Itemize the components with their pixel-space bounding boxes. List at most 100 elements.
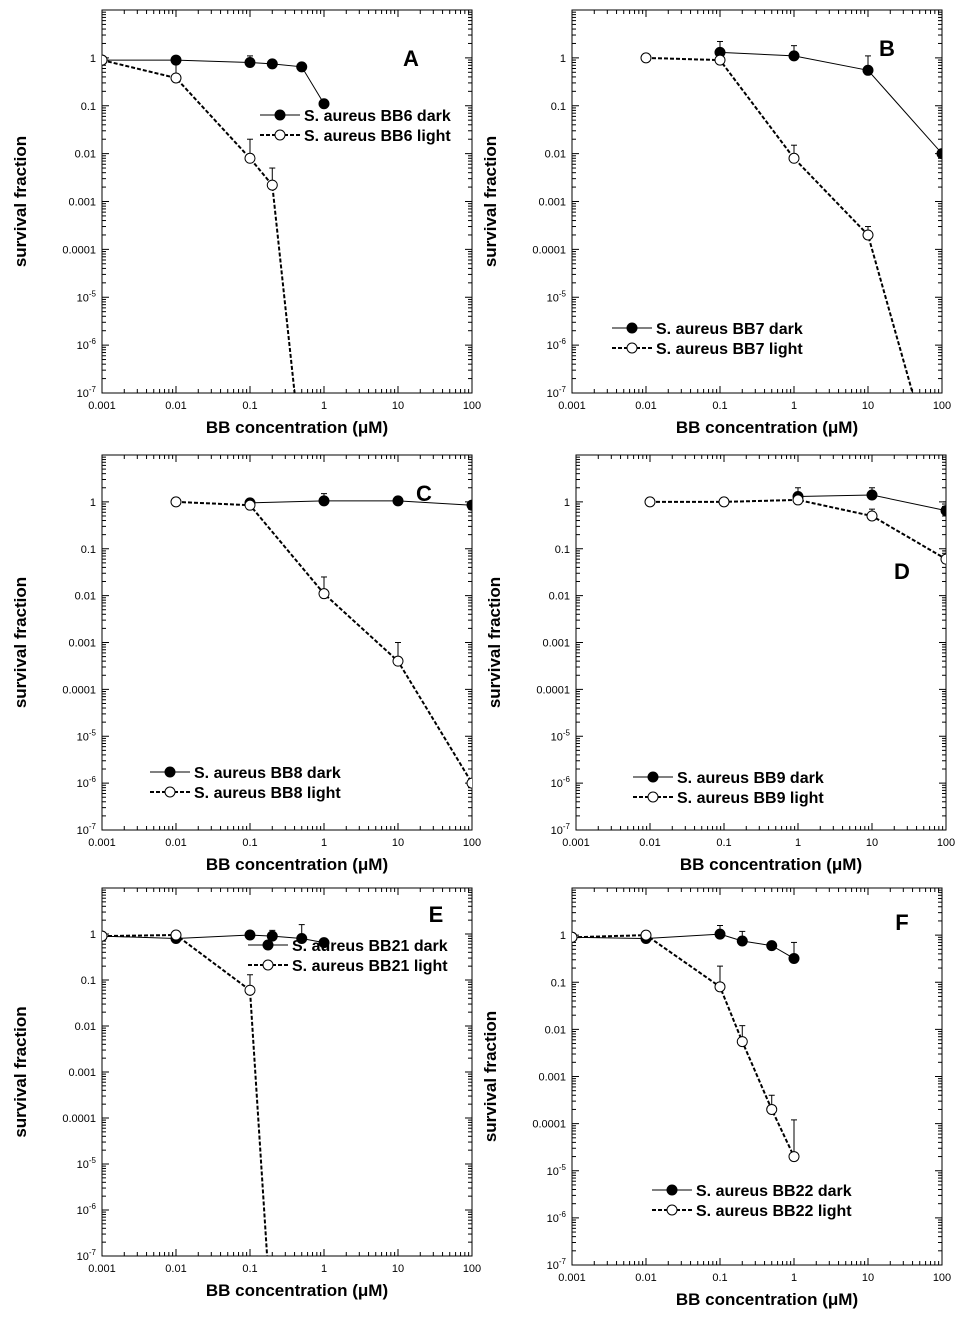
- data-point-dark: [244, 57, 256, 69]
- legend-label: S. aureus BB7 dark: [656, 321, 803, 338]
- chart-panel-d: 0.001 0.01 0.1 1 10 100 1 0.1 0.01 0.001 0.0001 10-…: [485, 454, 955, 874]
- legend-marker: [262, 959, 274, 971]
- y-tick-label: 10-5: [551, 728, 571, 743]
- data-point-light: [572, 931, 578, 943]
- data-area: [572, 925, 800, 1163]
- x-tick-label: 1: [321, 1263, 327, 1275]
- x-tick-label: 10: [866, 837, 878, 849]
- x-tick-label: 0.1: [242, 400, 257, 412]
- x-tick-label: 0.1: [712, 400, 727, 412]
- data-point-light: [244, 152, 256, 164]
- data-point-light: [866, 510, 878, 522]
- y-axis-title: survival fraction: [481, 136, 500, 267]
- x-tick-label: 100: [463, 1263, 481, 1275]
- series-line-light: [645, 56, 914, 393]
- x-tick-label: 100: [463, 837, 481, 849]
- y-tick-label: 1: [90, 929, 96, 941]
- y-tick-label: 10-7: [77, 385, 97, 400]
- y-tick-label: 0.01: [545, 149, 566, 161]
- panel-label: E: [429, 902, 444, 927]
- data-point-dark: [466, 499, 472, 511]
- panel-label: D: [894, 559, 910, 584]
- y-tick-label: 0.001: [538, 197, 566, 209]
- data-point-dark: [788, 952, 800, 964]
- data-point-dark: [266, 58, 278, 70]
- y-axis-title: survival fraction: [485, 577, 504, 708]
- data-point-light: [940, 553, 946, 565]
- series-line-light: [102, 933, 269, 1256]
- data-point-light: [170, 929, 182, 941]
- legend-marker: [262, 939, 274, 951]
- y-tick-label: 0.1: [555, 544, 570, 556]
- x-tick-label: 10: [392, 837, 404, 849]
- x-tick-label: 0.01: [165, 837, 186, 849]
- data-point-light: [170, 72, 182, 84]
- x-tick-label: 0.001: [88, 400, 116, 412]
- y-tick-label: 0.1: [81, 544, 96, 556]
- y-tick-label: 0.0001: [62, 1113, 96, 1125]
- y-tick-label: 10-6: [547, 337, 567, 352]
- y-axis-title: survival fraction: [11, 577, 30, 708]
- data-point-light: [244, 499, 256, 511]
- y-tick-label: 0.1: [81, 101, 96, 113]
- data-point-light: [792, 494, 804, 506]
- series-line-light: [102, 59, 296, 393]
- x-tick-label: 0.001: [88, 1263, 116, 1275]
- data-point-light: [718, 496, 730, 508]
- y-tick-label: 1: [560, 930, 566, 942]
- y-tick-label: 10-5: [547, 289, 567, 304]
- chart-panel-f: 0.001 0.01 0.1 1 10 100 1 0.1 0.01 0.001 0.0001 10-…: [481, 887, 951, 1309]
- legend-label: S. aureus BB8 light: [194, 785, 341, 802]
- legend-marker: [666, 1184, 678, 1196]
- y-tick-label: 10-5: [77, 289, 97, 304]
- legend-label: S. aureus BB9 dark: [677, 770, 824, 787]
- y-axis-title: survival fraction: [481, 1011, 500, 1142]
- x-tick-label: 0.01: [635, 1272, 656, 1284]
- y-tick-label: 0.01: [75, 1021, 96, 1033]
- legend-marker: [164, 786, 176, 798]
- series-line-dark: [572, 933, 795, 959]
- y-tick-label: 0.001: [68, 197, 96, 209]
- data-point-light: [788, 1151, 800, 1163]
- series-line-light: [650, 498, 946, 560]
- chart-panel-b: 0.001 0.01 0.1 1 10 100 1 0.1 0.01 0.001 0.0001 10-…: [481, 9, 951, 437]
- x-tick-label: 0.01: [635, 400, 656, 412]
- data-point-dark: [766, 940, 778, 952]
- y-tick-label: 0.001: [68, 638, 96, 650]
- data-area: [640, 40, 942, 393]
- data-point-light: [766, 1103, 778, 1115]
- x-tick-label: 0.1: [242, 1263, 257, 1275]
- y-axis-title: survival fraction: [11, 136, 30, 267]
- legend-label: S. aureus BB6 light: [304, 128, 451, 145]
- x-tick-label: 0.1: [242, 837, 257, 849]
- panel-label: C: [416, 481, 432, 506]
- x-tick-label: 0.001: [558, 400, 586, 412]
- y-tick-label: 0.1: [551, 101, 566, 113]
- data-point-light: [714, 981, 726, 993]
- data-point-light: [102, 930, 108, 942]
- data-area: [644, 487, 946, 565]
- x-tick-label: 1: [791, 1272, 797, 1284]
- y-tick-label: 10-7: [551, 822, 571, 837]
- y-tick-label: 10-7: [77, 822, 97, 837]
- x-axis-title: BB concentration (μM): [206, 855, 388, 874]
- x-tick-label: 100: [933, 400, 951, 412]
- legend-label: S. aureus BB7 light: [656, 341, 803, 358]
- y-tick-label: 0.01: [549, 591, 570, 603]
- data-point-dark: [318, 98, 330, 110]
- legend-marker: [274, 109, 286, 121]
- legend-label: S. aureus BB9 light: [677, 790, 824, 807]
- data-point-light: [318, 588, 330, 600]
- legend-marker: [274, 129, 286, 141]
- legend-label: S. aureus BB6 dark: [304, 108, 451, 125]
- data-area: [102, 54, 330, 393]
- x-tick-label: 100: [463, 400, 481, 412]
- data-point-dark: [940, 505, 946, 517]
- x-axis-title: BB concentration (μM): [206, 418, 388, 437]
- y-tick-label: 0.001: [538, 1072, 566, 1084]
- data-point-light: [392, 655, 404, 667]
- data-point-light: [862, 229, 874, 241]
- data-point-light: [644, 496, 656, 508]
- data-point-dark: [936, 148, 942, 160]
- x-tick-label: 100: [937, 837, 955, 849]
